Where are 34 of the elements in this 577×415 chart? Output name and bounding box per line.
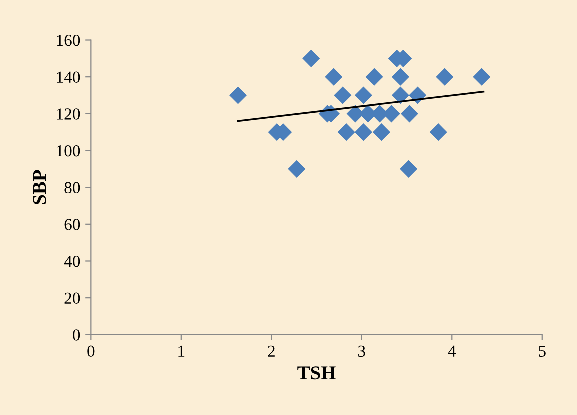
x-tick-label: 5 [539,346,546,358]
point [229,86,248,104]
y-tick-label: 20 [64,292,80,304]
x-tick-label: 1 [178,346,185,357]
y-tick-label: 120 [57,108,80,120]
y-tick-label: 160 [57,34,80,46]
point [473,68,491,86]
y-axis-title: SBP [33,170,46,204]
x-tick-label: 0 [88,346,95,358]
point [392,86,410,104]
y-tick-label: 0 [73,330,80,341]
point [392,68,410,86]
point [325,68,343,86]
point [302,50,320,68]
point [436,68,454,86]
y-tick-label: 60 [64,219,80,230]
x-tick-label: 4 [448,346,456,357]
point [288,160,306,178]
x-tick-label: 2 [268,346,275,357]
y-tick-label: 80 [64,182,80,194]
y-tick-label: 100 [57,145,80,157]
x-axis-title: TSH [298,366,336,380]
point [354,124,372,142]
point [430,124,448,142]
point [354,86,372,104]
point [366,68,384,86]
point [400,160,418,178]
point [400,105,419,123]
point [372,124,391,142]
point [334,86,352,104]
y-tick-label: 140 [57,72,80,84]
x-tick-label: 3 [358,346,366,358]
y-tick-label: 40 [64,256,80,268]
point [338,124,356,142]
